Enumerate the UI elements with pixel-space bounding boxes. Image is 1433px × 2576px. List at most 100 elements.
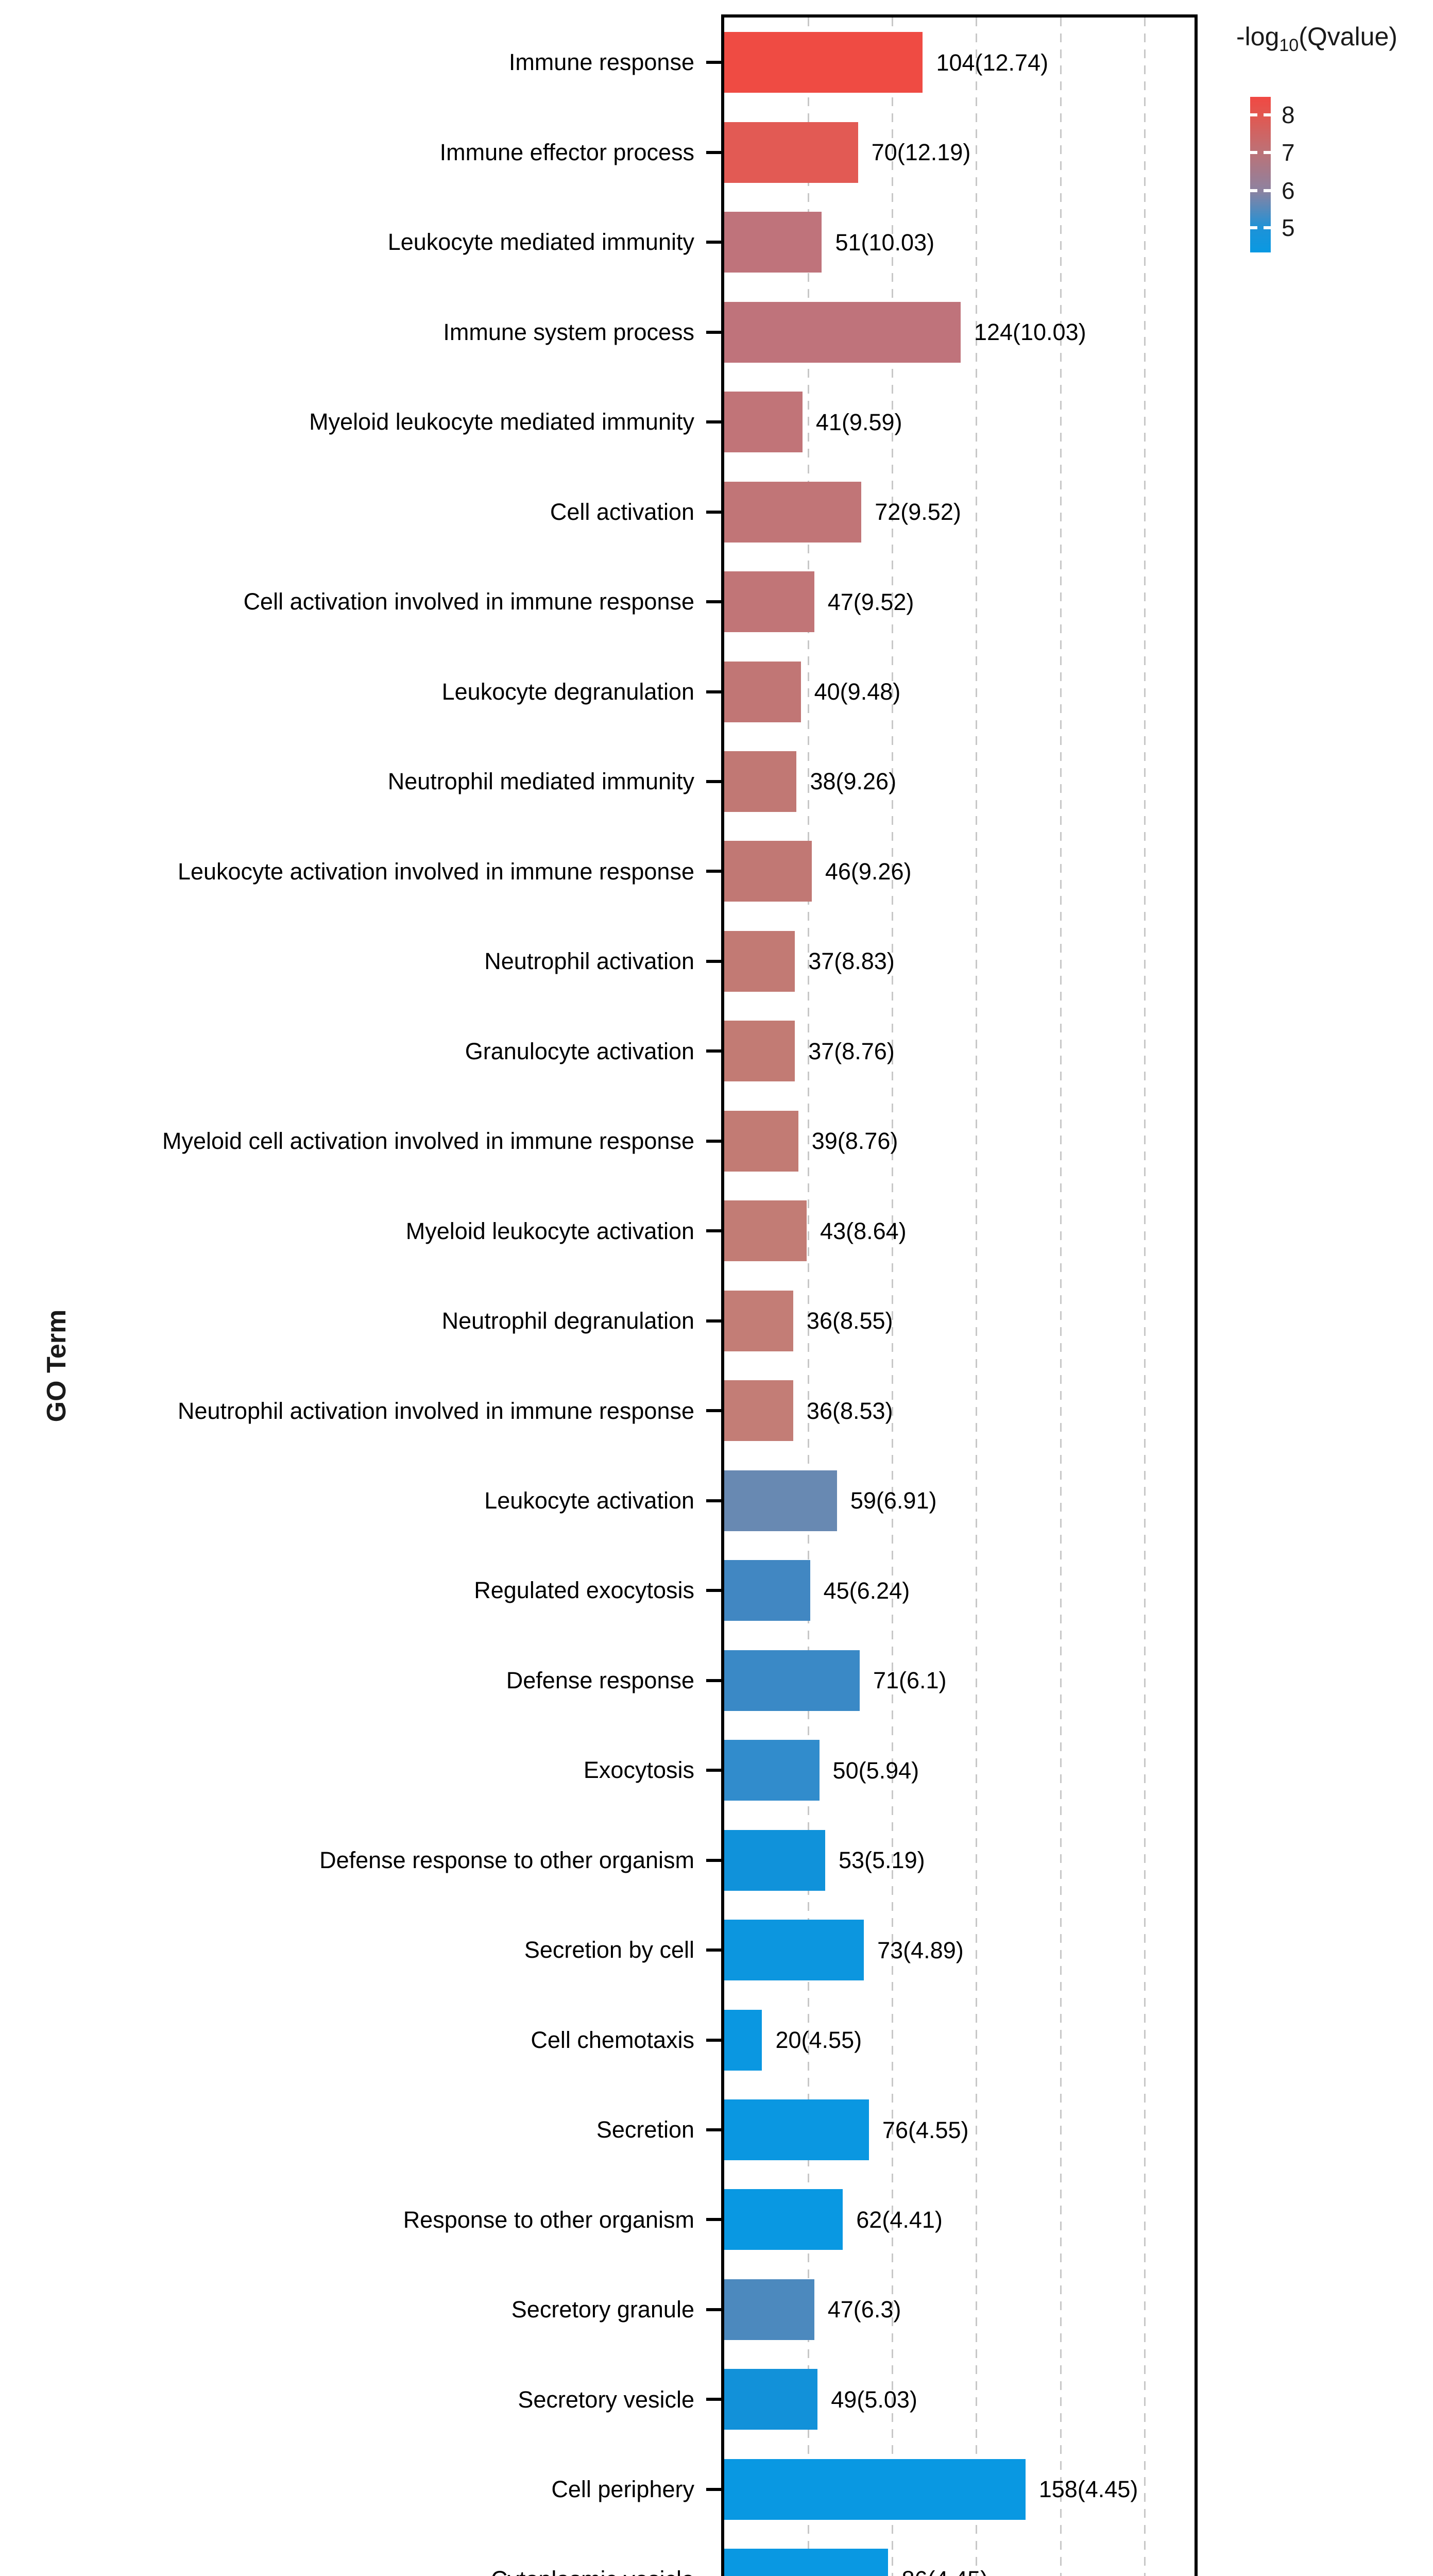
- bar: [724, 1829, 825, 1891]
- y-axis-label: Leukocyte activation involved in immune …: [177, 858, 694, 885]
- bar: [724, 1560, 810, 1621]
- y-axis-label: Myeloid leukocyte activation: [405, 1217, 694, 1244]
- y-tick: [706, 600, 721, 604]
- bar-row: 41(9.59): [724, 377, 1195, 467]
- gridline: [1060, 18, 1062, 2576]
- legend-tick-mark: [1250, 226, 1257, 229]
- bar-value-label: 59(6.91): [850, 1487, 937, 1514]
- bar-value-label: 38(9.26): [810, 768, 897, 795]
- bar-value-label: 76(4.55): [882, 2116, 969, 2143]
- y-axis-label: Myeloid cell activation involved in immu…: [162, 1128, 694, 1155]
- y-tick: [706, 1589, 721, 1592]
- bar: [724, 661, 801, 722]
- y-axis-label: Cell periphery: [551, 2476, 694, 2503]
- legend-tick-label: 7: [1282, 139, 1295, 166]
- bar-row: 76(4.55): [724, 2085, 1195, 2175]
- bar-row: 50(5.94): [724, 1725, 1195, 1815]
- bar: [724, 1021, 795, 1082]
- bar-value-label: 53(5.19): [838, 1847, 925, 1874]
- y-tick: [706, 2128, 721, 2131]
- bar-row: 53(5.19): [724, 1815, 1195, 1905]
- legend-tick-mark: [1264, 151, 1271, 155]
- bar: [724, 571, 814, 633]
- bar-value-label: 71(6.1): [873, 1667, 947, 1694]
- legend-tick-label: 5: [1282, 214, 1295, 241]
- bar-row: 158(4.45): [724, 2445, 1195, 2534]
- y-axis-label: Cell chemotaxis: [531, 2026, 694, 2053]
- y-tick: [706, 1409, 721, 1413]
- y-axis-label: Myeloid leukocyte mediated immunity: [309, 409, 694, 435]
- bar: [724, 1470, 837, 1531]
- bar: [724, 1650, 860, 1711]
- gridline: [976, 18, 978, 2576]
- legend-tick-mark: [1250, 151, 1257, 155]
- y-tick: [706, 330, 721, 334]
- y-tick: [706, 2038, 721, 2042]
- y-axis-label: Leukocyte degranulation: [441, 678, 694, 705]
- y-axis-label: Cell activation: [550, 498, 694, 525]
- bar-row: 72(9.52): [724, 467, 1195, 556]
- bar: [724, 2549, 889, 2576]
- bar-row: 124(10.03): [724, 287, 1195, 377]
- bar-value-label: 40(9.48): [814, 679, 901, 705]
- bar-value-label: 39(8.76): [811, 1128, 898, 1155]
- y-tick: [706, 241, 721, 244]
- bar-row: 38(9.26): [724, 737, 1195, 826]
- bar: [724, 1110, 798, 1172]
- bar: [724, 1290, 793, 1351]
- y-axis-label: Leukocyte activation: [484, 1487, 694, 1514]
- bar-value-label: 46(9.26): [825, 858, 912, 885]
- legend-tick-label: 6: [1282, 177, 1295, 205]
- y-tick: [706, 2308, 721, 2311]
- bar-row: 37(8.83): [724, 917, 1195, 1006]
- bar-value-label: 124(10.03): [974, 319, 1086, 346]
- y-axis-label: Immune system process: [443, 318, 694, 345]
- bar-value-label: 49(5.03): [831, 2386, 917, 2413]
- bar: [724, 1380, 793, 1442]
- bar: [724, 392, 803, 453]
- bar: [724, 841, 812, 902]
- bar: [724, 122, 858, 183]
- legend-tick-label: 8: [1282, 101, 1295, 129]
- bar-row: 71(6.1): [724, 1635, 1195, 1725]
- bar-row: 36(8.53): [724, 1366, 1195, 1455]
- y-axis-label: Defense response to other organism: [319, 1846, 694, 1873]
- y-axis-label: Secretory granule: [511, 2296, 694, 2323]
- bar-value-label: 47(9.52): [827, 588, 914, 615]
- bar-row: 47(6.3): [724, 2265, 1195, 2354]
- y-tick: [706, 1229, 721, 1233]
- bar-value-label: 47(6.3): [827, 2296, 901, 2323]
- y-axis-label: Exocytosis: [583, 1757, 694, 1784]
- bar-value-label: 62(4.41): [856, 2206, 943, 2233]
- bar-value-label: 50(5.94): [832, 1757, 919, 1784]
- y-axis-label: Secretion by cell: [524, 1937, 694, 1963]
- y-tick: [706, 779, 721, 783]
- y-tick: [706, 1679, 721, 1682]
- bar-row: 20(4.55): [724, 1995, 1195, 2084]
- legend-tick-mark: [1264, 226, 1271, 229]
- y-axis-label: Neutrophil activation involved in immune…: [177, 1397, 694, 1424]
- y-tick: [706, 870, 721, 873]
- y-tick: [706, 2218, 721, 2222]
- bar-value-label: 70(12.19): [871, 139, 971, 166]
- y-axis-label: Cytoplasmic vesicle: [0, 2534, 694, 2576]
- bar-row: 51(10.03): [724, 197, 1195, 287]
- bar: [724, 1200, 807, 1262]
- bar: [724, 301, 961, 363]
- gridline: [892, 18, 894, 2576]
- bars-container: 104(12.74) 70(12.19) 51(10.03) 124(10.03) 41…: [724, 18, 1195, 2576]
- bar-row: 86(4.45): [724, 2534, 1195, 2576]
- y-axis-label: Neutrophil mediated immunity: [387, 768, 694, 795]
- bar-row: 73(4.89): [724, 1905, 1195, 1995]
- bar-value-label: 41(9.59): [815, 409, 902, 435]
- y-tick: [706, 420, 721, 424]
- y-tick: [706, 1049, 721, 1053]
- y-axis-label: Immune effector process: [439, 139, 694, 165]
- bar-value-label: 43(8.64): [820, 1217, 907, 1244]
- bar: [724, 32, 923, 93]
- bar-row: 37(8.76): [724, 1006, 1195, 1096]
- bar-row: 40(9.48): [724, 647, 1195, 736]
- y-tick: [706, 2398, 721, 2401]
- y-tick: [706, 1948, 721, 1952]
- bar-row: 59(6.91): [724, 1456, 1195, 1546]
